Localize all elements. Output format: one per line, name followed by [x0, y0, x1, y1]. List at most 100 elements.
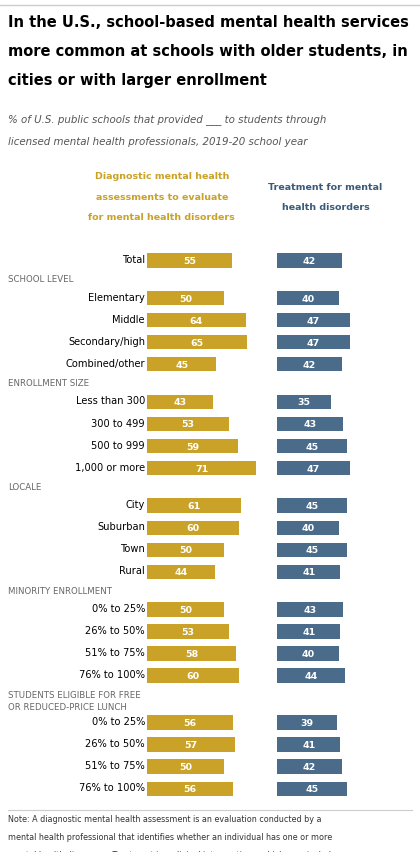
Text: 47: 47 [307, 464, 320, 473]
Text: Middle: Middle [113, 314, 145, 325]
Text: 42: 42 [303, 360, 316, 369]
Bar [277, 358, 342, 372]
Text: LOCALE: LOCALE [8, 482, 42, 492]
Text: 45: 45 [305, 442, 318, 451]
Text: In the U.S., school-based mental health services: In the U.S., school-based mental health … [8, 14, 409, 30]
Bar [277, 254, 342, 268]
Text: Secondary/high: Secondary/high [68, 337, 145, 346]
Text: 45: 45 [175, 360, 188, 369]
Text: 53: 53 [181, 627, 194, 636]
Bar [147, 314, 246, 328]
Bar [147, 291, 224, 306]
Text: 45: 45 [305, 785, 318, 793]
Bar [277, 565, 340, 579]
Text: 41: 41 [302, 567, 315, 577]
Text: Treatment for mental: Treatment for mental [268, 182, 383, 192]
Bar [147, 760, 224, 774]
Text: City: City [126, 500, 145, 509]
Bar [147, 738, 235, 752]
Text: OR REDUCED-PRICE LUNCH: OR REDUCED-PRICE LUNCH [8, 702, 127, 711]
Text: 26% to 50%: 26% to 50% [85, 739, 145, 748]
Bar [277, 336, 349, 350]
Bar [147, 254, 232, 268]
Bar [277, 291, 339, 306]
Bar [277, 521, 339, 535]
Bar [277, 314, 349, 328]
Bar [147, 647, 236, 661]
Bar [147, 625, 228, 639]
Text: 76% to 100%: 76% to 100% [79, 782, 145, 792]
Bar [277, 499, 346, 514]
Bar [147, 565, 215, 579]
Text: 42: 42 [303, 256, 316, 266]
Text: 53: 53 [181, 420, 194, 429]
Bar [277, 760, 342, 774]
Text: 47: 47 [307, 338, 320, 348]
Bar [277, 647, 339, 661]
Text: MINORITY ENROLLMENT: MINORITY ENROLLMENT [8, 586, 113, 596]
Text: mental health professional that identifies whether an individual has one or more: mental health professional that identifi… [8, 832, 333, 841]
Text: 58: 58 [185, 649, 198, 659]
Text: ENROLLMENT SIZE: ENROLLMENT SIZE [8, 379, 89, 388]
Text: Town: Town [120, 544, 145, 554]
Text: Elementary: Elementary [88, 292, 145, 302]
Bar [277, 716, 337, 730]
Text: 50: 50 [179, 763, 192, 771]
Text: health disorders: health disorders [282, 203, 369, 212]
Text: 40: 40 [302, 294, 315, 303]
Bar [277, 602, 344, 617]
Text: assessments to evaluate: assessments to evaluate [95, 193, 228, 202]
Bar [277, 395, 331, 410]
Text: Note: A diagnostic mental health assessment is an evaluation conducted by a: Note: A diagnostic mental health assessm… [8, 814, 322, 823]
Text: 59: 59 [186, 442, 199, 451]
Text: 51% to 75%: 51% to 75% [85, 648, 145, 658]
Text: for mental health disorders: for mental health disorders [88, 213, 235, 222]
Bar [147, 716, 233, 730]
Text: 45: 45 [305, 502, 318, 510]
Text: 43: 43 [304, 606, 317, 614]
Bar [147, 669, 239, 683]
Text: 50: 50 [179, 294, 192, 303]
Text: 65: 65 [191, 338, 204, 348]
Bar [147, 358, 216, 372]
Text: 60: 60 [186, 671, 200, 681]
Text: Suburban: Suburban [97, 521, 145, 532]
Text: mental health diagnoses. Treatment is a clinical intervention – which may includ: mental health diagnoses. Treatment is a … [8, 849, 336, 852]
Text: 56: 56 [184, 785, 197, 793]
Text: 43: 43 [173, 398, 186, 407]
Bar [147, 395, 213, 410]
Text: 50: 50 [179, 546, 192, 555]
Text: 56: 56 [184, 718, 197, 728]
Bar [147, 499, 241, 514]
Bar [277, 669, 345, 683]
Text: 0% to 25%: 0% to 25% [92, 717, 145, 727]
Bar [277, 625, 340, 639]
Text: 300 to 499: 300 to 499 [91, 418, 145, 428]
Text: SCHOOL LEVEL: SCHOOL LEVEL [8, 275, 74, 284]
Text: 64: 64 [190, 316, 203, 325]
Text: 57: 57 [184, 740, 197, 749]
Text: 40: 40 [302, 649, 315, 659]
Text: more common at schools with older students, in: more common at schools with older studen… [8, 43, 408, 59]
Bar [277, 543, 346, 557]
Text: % of U.S. public schools that provided ___ to students through: % of U.S. public schools that provided _… [8, 114, 327, 125]
Text: Rural: Rural [119, 566, 145, 576]
Bar [147, 417, 228, 432]
Text: 0% to 25%: 0% to 25% [92, 603, 145, 613]
Bar [147, 521, 239, 535]
Text: 60: 60 [186, 524, 200, 532]
Text: 44: 44 [304, 671, 318, 681]
Text: Less than 300: Less than 300 [76, 396, 145, 406]
Text: 35: 35 [298, 398, 311, 407]
Text: 76% to 100%: 76% to 100% [79, 670, 145, 680]
Text: 61: 61 [187, 502, 201, 510]
Text: STUDENTS ELIGIBLE FOR FREE: STUDENTS ELIGIBLE FOR FREE [8, 690, 141, 699]
Text: Combined/other: Combined/other [65, 359, 145, 368]
Text: licensed mental health professionals, 2019-20 school year: licensed mental health professionals, 20… [8, 137, 308, 147]
Text: 26% to 50%: 26% to 50% [85, 625, 145, 636]
Text: Diagnostic mental health: Diagnostic mental health [94, 172, 229, 181]
Bar [277, 461, 349, 475]
Bar [147, 543, 224, 557]
Text: 43: 43 [304, 420, 317, 429]
Text: 1,000 or more: 1,000 or more [75, 462, 145, 472]
